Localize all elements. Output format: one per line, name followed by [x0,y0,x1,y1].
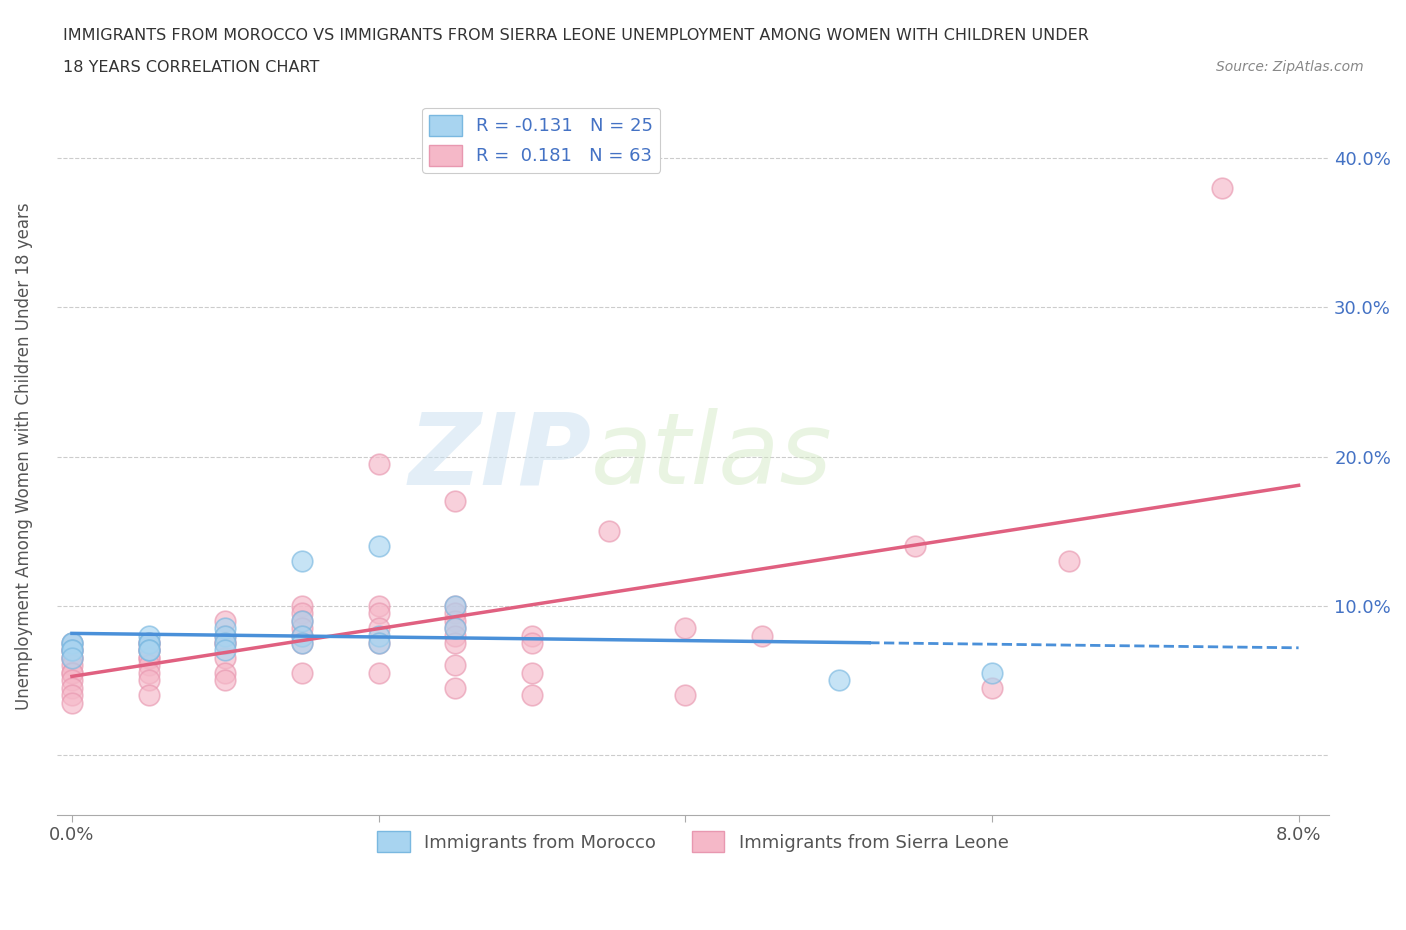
Point [751,628,773,643]
Point [60,665,83,680]
Point [138,673,160,688]
Point [1057,553,1080,568]
Point [981,681,1004,696]
Point [60,665,83,680]
Point [60,650,83,665]
Point [214,650,236,665]
Point [138,643,160,658]
Point [673,688,696,703]
Point [214,673,236,688]
Point [138,635,160,650]
Point [367,598,389,613]
Point [444,598,467,613]
Point [60,673,83,688]
Point [673,620,696,635]
Text: Source: ZipAtlas.com: Source: ZipAtlas.com [1216,60,1364,74]
Point [291,613,314,628]
Legend: Immigrants from Morocco, Immigrants from Sierra Leone: Immigrants from Morocco, Immigrants from… [370,824,1017,859]
Point [444,620,467,635]
Point [598,524,620,538]
Point [367,605,389,620]
Point [444,635,467,650]
Point [60,635,83,650]
Point [291,598,314,613]
Point [904,538,927,553]
Point [138,635,160,650]
Point [60,688,83,703]
Point [214,635,236,650]
Point [214,643,236,658]
Point [367,635,389,650]
Point [214,628,236,643]
Point [214,665,236,680]
Point [214,635,236,650]
Point [138,635,160,650]
Point [444,494,467,509]
Point [60,643,83,658]
Point [138,650,160,665]
Point [827,673,849,688]
Point [291,635,314,650]
Point [444,605,467,620]
Text: IMMIGRANTS FROM MOROCCO VS IMMIGRANTS FROM SIERRA LEONE UNEMPLOYMENT AMONG WOMEN: IMMIGRANTS FROM MOROCCO VS IMMIGRANTS FR… [63,28,1090,43]
Point [138,650,160,665]
Point [138,628,160,643]
Point [60,643,83,658]
Point [444,628,467,643]
Point [291,613,314,628]
Point [60,650,83,665]
Point [138,688,160,703]
Point [60,658,83,672]
Point [520,665,543,680]
Point [291,553,314,568]
Point [291,628,314,643]
Point [60,635,83,650]
Point [60,643,83,658]
Point [444,598,467,613]
Point [291,628,314,643]
Point [444,620,467,635]
Point [60,635,83,650]
Point [1211,180,1233,195]
Text: 18 YEARS CORRELATION CHART: 18 YEARS CORRELATION CHART [63,60,319,75]
Point [367,635,389,650]
Point [367,665,389,680]
Y-axis label: Unemployment Among Women with Children Under 18 years: Unemployment Among Women with Children U… [15,203,32,711]
Text: ZIP: ZIP [408,408,591,505]
Point [367,628,389,643]
Point [367,538,389,553]
Point [60,696,83,711]
Text: atlas: atlas [591,408,832,505]
Point [520,628,543,643]
Point [138,658,160,672]
Point [291,620,314,635]
Point [291,635,314,650]
Point [444,681,467,696]
Point [444,613,467,628]
Point [60,643,83,658]
Point [444,658,467,672]
Point [138,643,160,658]
Point [138,643,160,658]
Point [214,620,236,635]
Point [60,650,83,665]
Point [214,635,236,650]
Point [291,605,314,620]
Point [367,620,389,635]
Point [291,665,314,680]
Point [214,613,236,628]
Point [138,665,160,680]
Point [520,635,543,650]
Point [214,628,236,643]
Point [520,688,543,703]
Point [138,643,160,658]
Point [981,665,1004,680]
Point [60,681,83,696]
Point [138,635,160,650]
Point [367,457,389,472]
